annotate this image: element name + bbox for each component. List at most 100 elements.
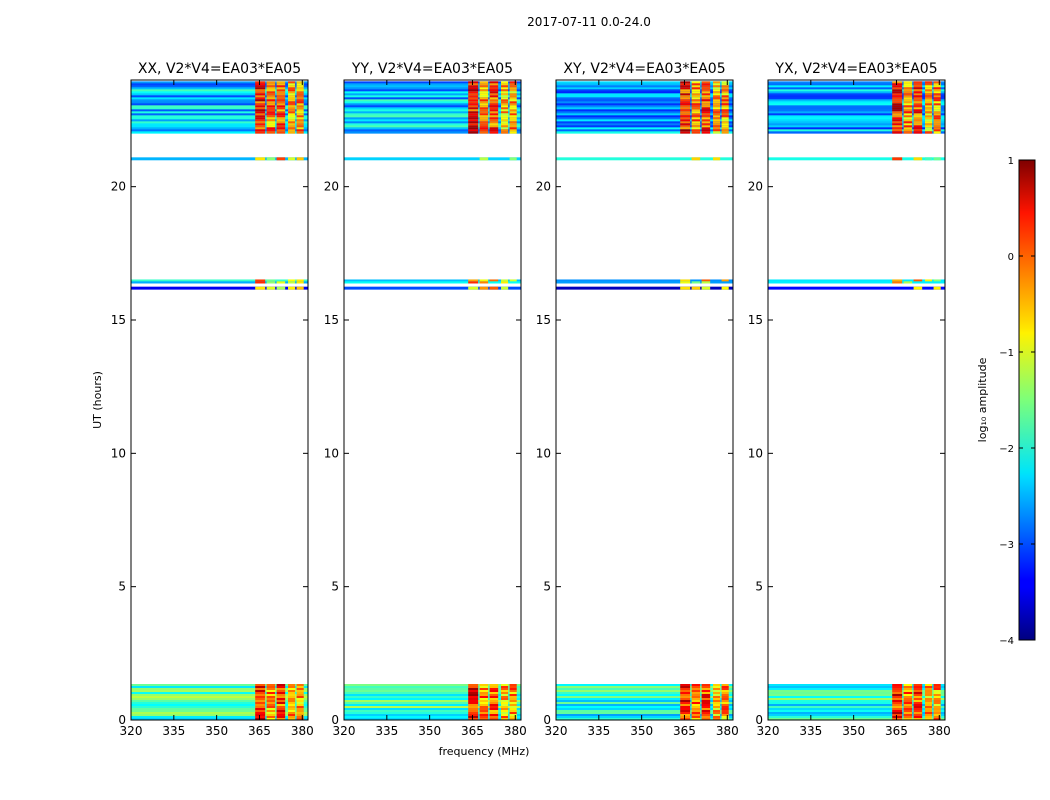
rfi-cell [713,95,721,98]
rfi-cell [701,698,711,701]
rfi-cell [266,125,276,128]
rfi-cell [501,107,509,110]
spectrum-row [556,117,733,120]
rfi-cell [489,698,499,701]
rfi-cell [913,279,923,282]
rfi-cell [701,704,711,707]
rfi-cell [255,131,266,134]
rfi-cell [903,85,913,88]
rfi-cell [903,688,913,691]
y-tick-label: 20 [111,180,126,194]
colorbar-tick-label: 0 [1008,252,1014,263]
y-tick-label: 0 [118,713,126,727]
rfi-cell [479,95,489,98]
rfi-cell [255,698,266,701]
rfi-cell [721,714,729,717]
rfi-cell [509,706,517,709]
rfi-cell [266,688,276,691]
rfi-cell [892,281,903,284]
rfi-cell [933,686,941,689]
rfi-cell [509,113,517,116]
rfi-cell [509,105,517,108]
rfi-cell [913,115,923,118]
x-tick-label: 380 [291,724,314,738]
rfi-cell [296,706,304,709]
rfi-cell [266,113,276,116]
rfi-cell [276,281,286,284]
rfi-cell [288,123,296,126]
spectrum-row [344,87,521,90]
rfi-cell [266,698,276,701]
rfi-cell [933,97,941,100]
rfi-cell [721,710,729,713]
rfi-cell [721,123,729,126]
rfi-cell [933,89,941,92]
spectrum-row [556,686,733,689]
rfi-cell [489,87,499,90]
rfi-cell [489,107,499,110]
rfi-cell [296,281,304,284]
rfi-cell [501,127,509,130]
spectrum-row [344,123,521,126]
rfi-cell [479,109,489,112]
rfi-cell [691,702,701,705]
spectrum-row [344,702,521,705]
rfi-cell [925,125,933,128]
rfi-cell [892,710,903,713]
rfi-cell [509,111,517,114]
spectrum-row [768,83,945,86]
rfi-cell [721,125,729,128]
spectrum-row [556,279,733,282]
y-tick-label: 20 [536,180,551,194]
rfi-cell [266,129,276,132]
rfi-cell [296,87,304,90]
rfi-cell [501,97,509,100]
rfi-cell [296,107,304,110]
rfi-cell [903,129,913,132]
rfi-cell [479,286,489,290]
rfi-cell [276,157,286,161]
rfi-cell [468,688,479,691]
rfi-cell [713,99,721,102]
rfi-cell [266,105,276,108]
rfi-cell [691,81,701,84]
rfi-cell [509,89,517,92]
spectrum-row [131,121,308,124]
rfi-cell [933,708,941,711]
rfi-cell [266,686,276,689]
colorbar-tick-label: −4 [999,636,1014,647]
rfi-cell [255,710,266,713]
rfi-cell [691,686,701,689]
rfi-cell [892,712,903,715]
spectrum-row [344,716,521,719]
rfi-cell [501,91,509,94]
rfi-cell [701,686,711,689]
spectrum-row [131,81,308,84]
rfi-cell [509,93,517,96]
rfi-cell [691,85,701,88]
y-tick-label: 5 [755,580,763,594]
spectrum-row [131,119,308,122]
spectrum-row [344,692,521,695]
rfi-cell [255,125,266,128]
spectrum-row [344,103,521,106]
rfi-cell [680,99,691,102]
spectrum-row [556,107,733,110]
rfi-cell [468,89,479,92]
rfi-cell [680,692,691,695]
spectrum-row [768,718,945,721]
rfi-cell [713,107,721,110]
rfi-cell [701,113,711,116]
spectrum-row [768,690,945,693]
rfi-cell [701,107,711,110]
rfi-cell [721,85,729,88]
rfi-cell [468,93,479,96]
rfi-cell [713,718,721,721]
rfi-cell [276,712,286,715]
rfi-cell [479,706,489,709]
spectrum-row [768,97,945,100]
rfi-cell [296,95,304,98]
rfi-cell [489,119,499,122]
rfi-cell [489,129,499,132]
rfi-cell [255,109,266,112]
